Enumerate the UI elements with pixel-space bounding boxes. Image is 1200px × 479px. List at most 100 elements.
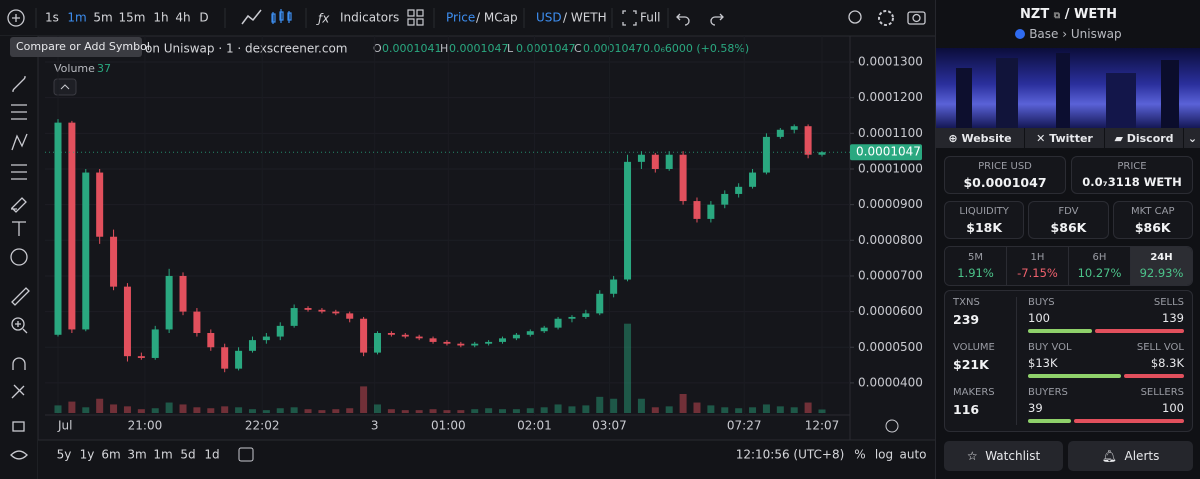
buy-share-bar <box>1028 419 1071 423</box>
volume-bar <box>679 394 687 413</box>
emoji-tool[interactable] <box>10 248 28 266</box>
banner-shape <box>956 68 972 128</box>
percent-toggle[interactable]: % <box>854 448 865 462</box>
ohlc-value: 0.0001047 <box>449 42 509 55</box>
search-button[interactable] <box>848 10 862 24</box>
link-text: Website <box>961 131 1012 145</box>
chain[interactable]: Base <box>1029 27 1059 41</box>
period-value: -7.15% <box>1017 266 1058 280</box>
usd-toggle[interactable]: USD <box>536 11 562 25</box>
weth-toggle[interactable]: / WETH <box>563 11 607 25</box>
text-tool[interactable] <box>12 221 26 236</box>
pattern-tool[interactable] <box>11 133 28 151</box>
range-button[interactable]: 1d <box>204 448 219 462</box>
indicators-button[interactable]: Indicators <box>340 11 399 25</box>
last-price-label: 0.0001047 <box>856 145 921 159</box>
stat-value: $21K <box>953 357 989 372</box>
axis-settings[interactable] <box>885 419 899 433</box>
candle-body <box>485 341 493 344</box>
more-links[interactable]: ⌄ <box>1184 128 1200 148</box>
banner-image <box>936 48 1200 128</box>
discord-link[interactable]: ▰ Discord <box>1105 128 1183 148</box>
interval[interactable]: D <box>199 11 208 25</box>
volume-bar <box>429 409 437 413</box>
volume-bar <box>818 409 826 413</box>
icon <box>12 14 20 22</box>
metric-value: $18K <box>966 220 1003 235</box>
period-tab[interactable]: 1H -7.15% <box>1006 247 1068 285</box>
projection-tool[interactable] <box>11 164 27 180</box>
metric-value: $86K <box>1050 220 1087 235</box>
trendline-tool[interactable] <box>12 76 26 92</box>
line-chart-icon[interactable] <box>241 9 262 25</box>
screenshot-button[interactable] <box>907 11 926 25</box>
dex[interactable]: Uniswap <box>1070 27 1122 41</box>
range-button[interactable]: 5d <box>180 448 195 462</box>
copy-icon[interactable]: ⧉ <box>1053 11 1061 21</box>
price-toggle[interactable]: Price <box>446 11 475 25</box>
twitter-link[interactable]: ✕ Twitter <box>1025 128 1104 148</box>
auto-toggle[interactable]: auto <box>899 448 926 462</box>
mcap-toggle[interactable]: / MCap <box>476 11 518 25</box>
candle-chart-icon[interactable] <box>271 9 292 24</box>
collapse-button[interactable] <box>53 78 77 96</box>
x-tick-label: 02:01 <box>517 419 552 433</box>
measure-tool[interactable] <box>11 287 30 306</box>
range-button[interactable]: 1y <box>80 448 95 462</box>
period-tab[interactable]: 5M 1.91% <box>945 247 1006 285</box>
volume-bar <box>499 409 507 413</box>
volume-bar <box>193 407 201 413</box>
date-range-button[interactable] <box>238 447 254 462</box>
zoom-tool[interactable] <box>11 317 25 331</box>
magnet-tool[interactable] <box>12 357 26 370</box>
fib-tool[interactable] <box>11 104 27 120</box>
range-button[interactable]: 5y <box>57 448 72 462</box>
x-tick-label: 03:07 <box>592 419 627 433</box>
range-button[interactable]: 6m <box>101 448 120 462</box>
candle-body <box>221 347 229 369</box>
interval[interactable]: 1m <box>67 11 86 25</box>
watchlist-button[interactable]: ☆ Watchlist <box>944 441 1063 471</box>
candle-body <box>387 332 395 335</box>
candle-body <box>568 316 576 319</box>
interval[interactable]: 4h <box>175 11 190 25</box>
interval[interactable]: 1h <box>153 11 168 25</box>
lock-tool[interactable] <box>12 421 25 432</box>
period-tab[interactable]: 24H 92.93% <box>1130 247 1192 285</box>
stat-left-label: BUY VOL <box>1028 342 1072 353</box>
y-tick-label: 0.0001300 <box>858 55 923 69</box>
candle-body <box>804 126 812 155</box>
website-link[interactable]: ⊕ Website <box>936 128 1024 148</box>
full-button[interactable]: Full <box>640 11 661 25</box>
x-tick-label: 22:02 <box>245 419 280 433</box>
interval[interactable]: 1s <box>45 11 59 25</box>
range-button[interactable]: 1m <box>153 448 172 462</box>
candle-body <box>790 126 798 130</box>
alerts-button[interactable]: 🔔︎ Alerts <box>1068 441 1193 471</box>
volume-bar <box>248 409 256 413</box>
interval[interactable]: 5m <box>93 11 112 25</box>
fullscreen-icon[interactable] <box>622 10 637 26</box>
candle-body <box>110 236 118 287</box>
layout-icon[interactable] <box>407 9 424 26</box>
icon <box>15 321 28 334</box>
range-button[interactable]: 3m <box>127 448 146 462</box>
redo-button[interactable] <box>710 13 724 26</box>
icon <box>60 84 70 90</box>
undo-button[interactable] <box>676 13 690 26</box>
log-toggle[interactable]: log <box>875 448 893 462</box>
volume-bar <box>262 410 270 413</box>
volume-bar <box>415 410 423 413</box>
brush-tool[interactable] <box>11 197 27 213</box>
settings-button[interactable] <box>878 10 894 26</box>
y-tick-label: 0.0001100 <box>858 126 923 140</box>
visibility-tool[interactable] <box>10 450 28 460</box>
x-tick-label: 3 <box>371 419 379 433</box>
period-tab[interactable]: 6H 10.27% <box>1068 247 1130 285</box>
indicators-icon[interactable]: ƒx <box>316 12 330 26</box>
lock-draw-tool[interactable] <box>11 384 25 399</box>
candle-body <box>693 201 701 219</box>
interval[interactable]: 15m <box>119 11 146 25</box>
metric-label: LIQUIDITY <box>959 206 1009 217</box>
add-symbol-button[interactable] <box>7 9 25 27</box>
